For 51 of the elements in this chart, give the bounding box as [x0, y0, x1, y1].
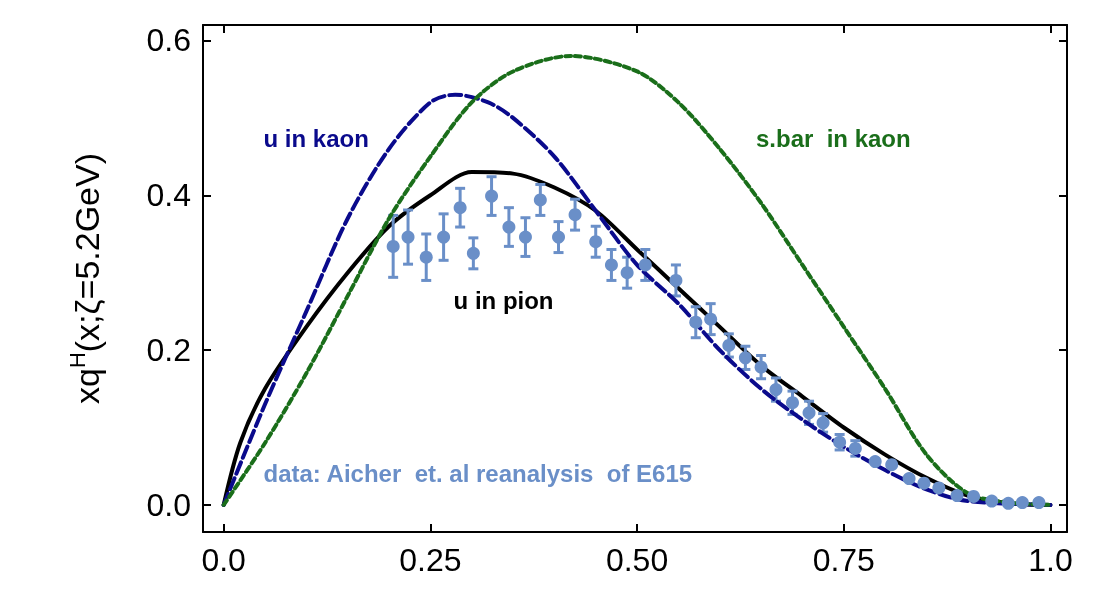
point: [669, 273, 683, 287]
point: [917, 476, 931, 490]
point: [885, 458, 899, 472]
point: [738, 351, 752, 365]
point: [1015, 496, 1029, 510]
point: [932, 481, 946, 495]
point: [568, 208, 582, 222]
point: [754, 360, 768, 374]
y-axis-title: xqH(x;ζ=5.2GeV): [64, 152, 106, 405]
annotation: s.bar in kaon: [755, 124, 911, 152]
annotation: u in pion: [453, 287, 554, 315]
annotation: u in kaon: [263, 124, 369, 152]
point: [967, 489, 981, 503]
point: [552, 230, 566, 244]
point: [1032, 496, 1046, 510]
point: [419, 250, 433, 264]
point: [868, 455, 882, 469]
point: [485, 189, 499, 203]
point: [902, 472, 916, 486]
point: [722, 338, 736, 352]
point: [620, 266, 634, 280]
x-tick-label: 0.75: [812, 542, 875, 578]
point: [502, 220, 516, 234]
point: [386, 239, 400, 253]
point: [689, 315, 703, 329]
point: [533, 193, 547, 207]
x-tick-label: 0.25: [399, 542, 462, 578]
point: [985, 494, 999, 508]
x-tick-label: 0.50: [605, 542, 669, 578]
point: [802, 406, 816, 420]
x-tick-label: 0.0: [201, 542, 246, 578]
annotation: data: Aicher et. al reanalysis of E615: [263, 459, 693, 487]
point: [1001, 496, 1015, 510]
point: [401, 230, 415, 244]
point: [704, 312, 718, 326]
y-tick-label: 0.2: [146, 332, 191, 369]
point: [466, 246, 480, 260]
point: [453, 201, 467, 215]
point: [638, 258, 652, 272]
point: [950, 489, 964, 503]
point: [518, 230, 532, 244]
point: [816, 416, 830, 430]
point: [604, 258, 618, 272]
y-tick-label: 0.6: [146, 22, 191, 59]
y-tick-label: 0.4: [146, 177, 191, 214]
y-tick-label: 0.0: [146, 486, 191, 523]
point: [786, 396, 799, 410]
x-tick-label: 1.0: [1028, 542, 1073, 578]
point: [589, 235, 603, 249]
point: [769, 383, 783, 397]
point: [437, 230, 451, 244]
